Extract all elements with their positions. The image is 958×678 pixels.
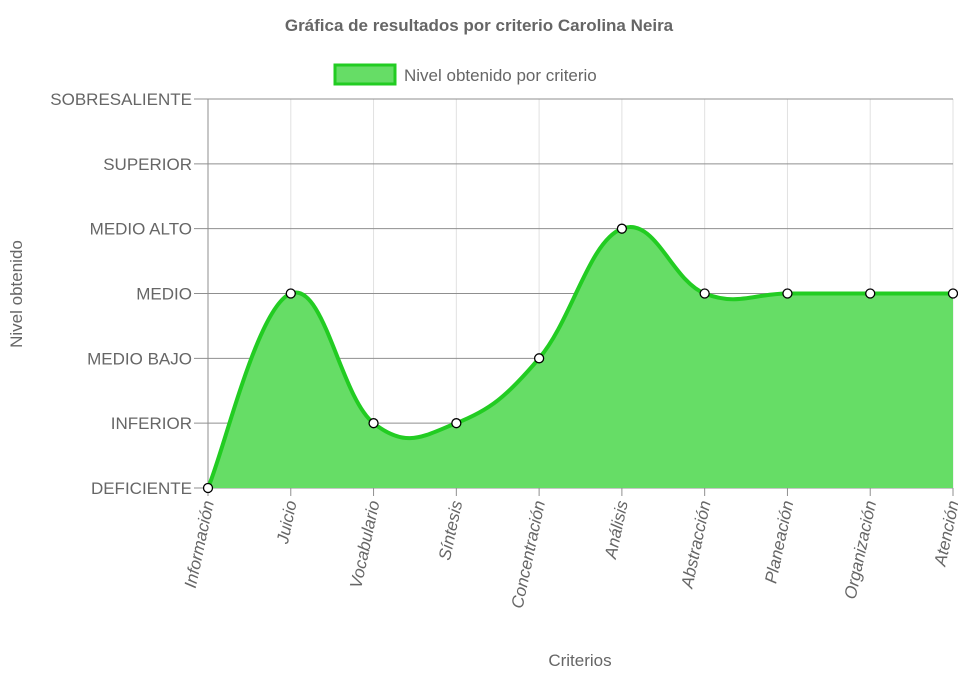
- series-points: [202, 223, 958, 494]
- series-line: [206, 224, 953, 489]
- series-area: [208, 226, 953, 489]
- x-tick-label: Organización: [841, 499, 880, 601]
- x-tick-label: Información: [181, 499, 218, 590]
- x-tick-label: Atención: [930, 499, 958, 569]
- data-point-6[interactable]: [699, 288, 710, 299]
- chart-title: Gráfica de resultados por criterio Carol…: [285, 16, 674, 35]
- legend[interactable]: Nivel obtenido por criterio: [333, 63, 597, 86]
- y-tick-label: SUPERIOR: [103, 155, 192, 174]
- y-tick-label: DEFICIENTE: [91, 479, 192, 498]
- x-tick-label: Vocabulario: [346, 499, 383, 590]
- data-point-3[interactable]: [451, 418, 462, 429]
- x-tick-label: Síntesis: [435, 498, 466, 562]
- x-tick-label: Juicio: [273, 499, 301, 546]
- x-tick-label: Planeación: [761, 499, 797, 585]
- data-point-1[interactable]: [285, 288, 296, 299]
- data-point-8[interactable]: [865, 288, 876, 299]
- x-tick-label: Análisis: [601, 498, 632, 561]
- y-axis: DEFICIENTE INFERIOR MEDIO BAJO MEDIO MEDIO A…: [50, 90, 192, 498]
- y-tick-label: SOBRESALIENTE: [50, 90, 192, 109]
- data-point-7[interactable]: [782, 288, 793, 299]
- y-tick-label: INFERIOR: [111, 414, 192, 433]
- x-axis-title: Criterios: [548, 651, 611, 670]
- y-axis-title: Nivel obtenido: [7, 240, 26, 348]
- data-point-5[interactable]: [616, 223, 628, 234]
- legend-swatch: [333, 63, 397, 86]
- x-tick-label: Abstracción: [677, 499, 714, 591]
- y-tick-label: MEDIO BAJO: [87, 349, 192, 368]
- data-point-4[interactable]: [533, 353, 545, 364]
- y-tick-label: MEDIO: [136, 285, 192, 304]
- data-point-0[interactable]: [202, 482, 214, 494]
- y-tick-label: MEDIO ALTO: [90, 220, 192, 239]
- x-tick-label: Concentración: [508, 499, 549, 610]
- legend-label: Nivel obtenido por criterio: [404, 66, 597, 85]
- data-point-9[interactable]: [947, 288, 958, 299]
- x-axis: Información Juicio Vocabulario Síntesis Conc…: [181, 487, 958, 610]
- data-point-2[interactable]: [368, 418, 379, 429]
